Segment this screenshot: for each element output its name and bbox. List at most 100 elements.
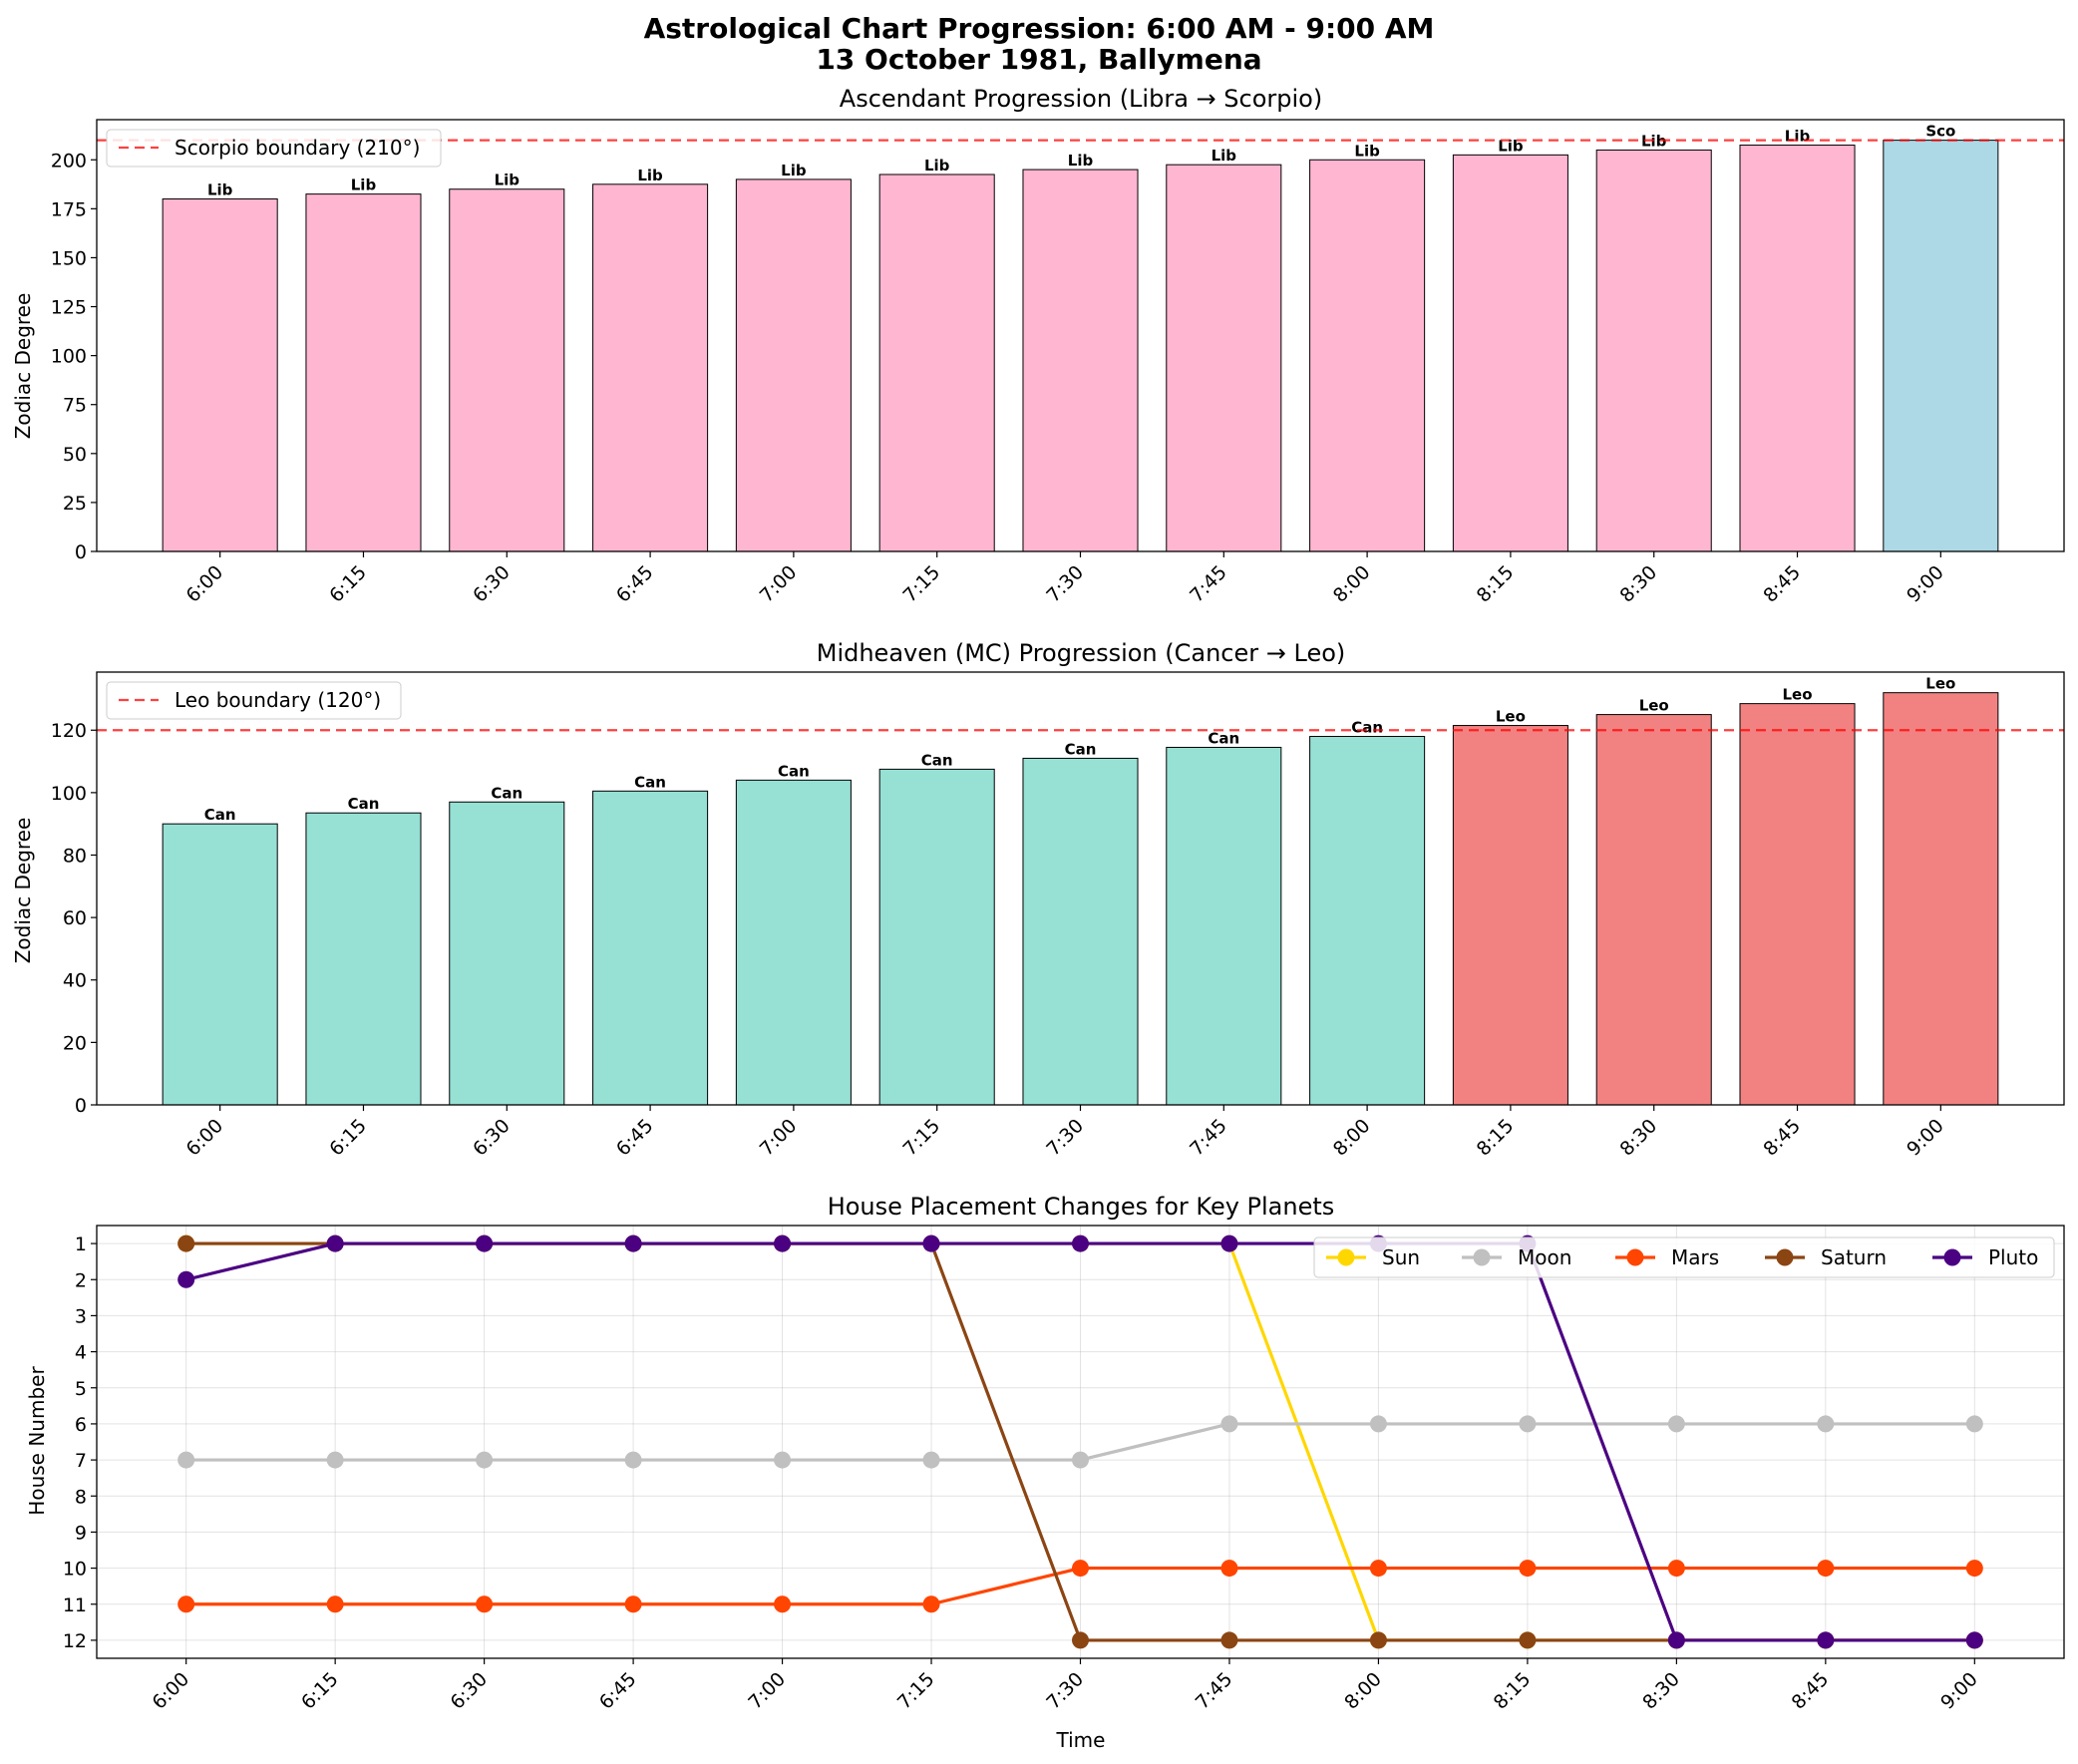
house-legend-label: Sun [1382,1245,1420,1269]
midheaven-bar-label: Can [491,784,522,802]
ascendant-ytick-label: 50 [63,444,87,466]
midheaven-bar-label: Leo [1782,686,1812,704]
house-placement-chart: House Placement Changes for Key Planets … [25,1193,2065,1752]
house-legend-label: Saturn [1821,1245,1887,1269]
house-series-point [1220,1631,1238,1649]
house-series-point [1519,1631,1537,1649]
house-series-point [326,1235,344,1252]
house-series-point [774,1595,792,1613]
house-series-point [1817,1560,1835,1578]
ascendant-bar-label: Lib [637,167,663,184]
midheaven-bar [1452,725,1568,1106]
house-series-point [326,1451,344,1469]
house-ytick-label: 9 [75,1522,87,1544]
midheaven-bar-label: Leo [1496,708,1526,726]
midheaven-bar-label: Can [1351,719,1383,737]
house-series-point [476,1595,494,1613]
house-y-axis-label: House Number [25,1366,49,1516]
house-series-point [1965,1415,1983,1433]
ascendant-bar-label: Lib [1068,152,1094,170]
house-series-point [1369,1631,1387,1649]
ascendant-ytick-label: 175 [51,198,87,220]
house-series-point [1667,1415,1685,1433]
house-series-point [1072,1560,1089,1578]
ascendant-bar [305,193,422,552]
house-series-point [1519,1415,1537,1433]
house-ytick-label: 12 [63,1630,87,1652]
house-ytick-label: 8 [75,1486,87,1508]
ascendant-bar-label: Sco [1925,123,1955,141]
ascendant-bar-label: Lib [781,162,807,179]
house-series-point [177,1235,195,1252]
house-series-point [476,1451,494,1469]
house-series-point [922,1595,940,1613]
house-series-point [177,1270,195,1288]
midheaven-ytick-label: 80 [63,845,87,867]
midheaven-bar [1166,746,1282,1106]
midheaven-bar-label: Leo [1925,675,1955,693]
ascendant-bar [449,188,565,552]
figure-title-line1: Astrological Chart Progression: 6:00 AM … [644,12,1435,45]
house-ytick-label: 3 [75,1305,87,1327]
ascendant-legend-box [106,129,442,168]
house-ytick-label: 6 [75,1414,87,1436]
ascendant-chart-title: Ascendant Progression (Libra → Scorpio) [840,85,1322,113]
ascendant-bar [735,178,852,552]
house-series-mars [177,1560,1983,1613]
ascendant-ytick-label: 150 [51,247,87,269]
house-series-point [624,1451,642,1469]
midheaven-bar-label: Leo [1639,697,1669,715]
house-ytick-label: 2 [75,1269,87,1291]
figure-title-line2: 13 October 1981, Ballymena [816,43,1261,76]
ascendant-bar [1883,140,1999,552]
midheaven-bar [1022,757,1139,1106]
house-series-point [774,1235,792,1252]
house-series-point [1072,1451,1089,1469]
midheaven-bar [592,790,709,1106]
house-series-point [326,1595,344,1613]
house-ytick-label: 11 [63,1594,87,1616]
midheaven-legend-label: Leo boundary (120°) [174,688,381,712]
midheaven-bar-label: Can [634,773,666,791]
midheaven-bar [1309,736,1426,1106]
ascendant-ytick-label: 0 [75,541,87,563]
ascendant-bar-label: Lib [351,176,377,194]
midheaven-bar-label: Can [921,751,953,769]
ascendant-bar [878,174,995,552]
ascendant-bar [1309,159,1426,552]
ascendant-bar-label: Lib [924,157,950,175]
house-x-axis-label: Time [1056,1728,1106,1752]
midheaven-bar [1595,714,1712,1106]
midheaven-ytick-label: 120 [51,720,87,742]
house-legend-swatch-marker [1473,1248,1491,1266]
ascendant-bar [1595,149,1712,552]
ascendant-ytick-label: 200 [51,150,87,172]
house-series-point [624,1235,642,1252]
house-series-point [1220,1560,1238,1578]
ascendant-bar-label: Lib [207,181,233,199]
house-series-point [1369,1560,1387,1578]
house-series-point [922,1451,940,1469]
house-series-point [1965,1631,1983,1649]
house-series-point [1220,1235,1238,1252]
midheaven-ytick-label: 20 [63,1032,87,1054]
house-ytick-label: 10 [63,1559,87,1581]
house-series-moon [177,1415,1983,1469]
house-legend-swatch-marker [1626,1248,1644,1266]
house-legend-swatch-marker [1337,1248,1355,1266]
ascendant-bar [1739,145,1856,552]
house-series-point [624,1595,642,1613]
ascendant-bar [1022,169,1139,552]
house-legend-swatch-marker [1776,1248,1794,1266]
midheaven-bar [1883,692,1999,1106]
house-ytick-label: 7 [75,1450,87,1472]
ascendant-ytick-label: 125 [51,297,87,319]
house-series-point [1965,1560,1983,1578]
ascendant-bar-label: Lib [1354,142,1380,160]
ascendant-bar [162,198,278,552]
house-legend: Sun Moon Mars Saturn Pluto [1313,1236,2055,1278]
house-series-point [1667,1631,1685,1649]
house-series-point [922,1235,940,1252]
house-legend-label: Moon [1518,1245,1571,1269]
